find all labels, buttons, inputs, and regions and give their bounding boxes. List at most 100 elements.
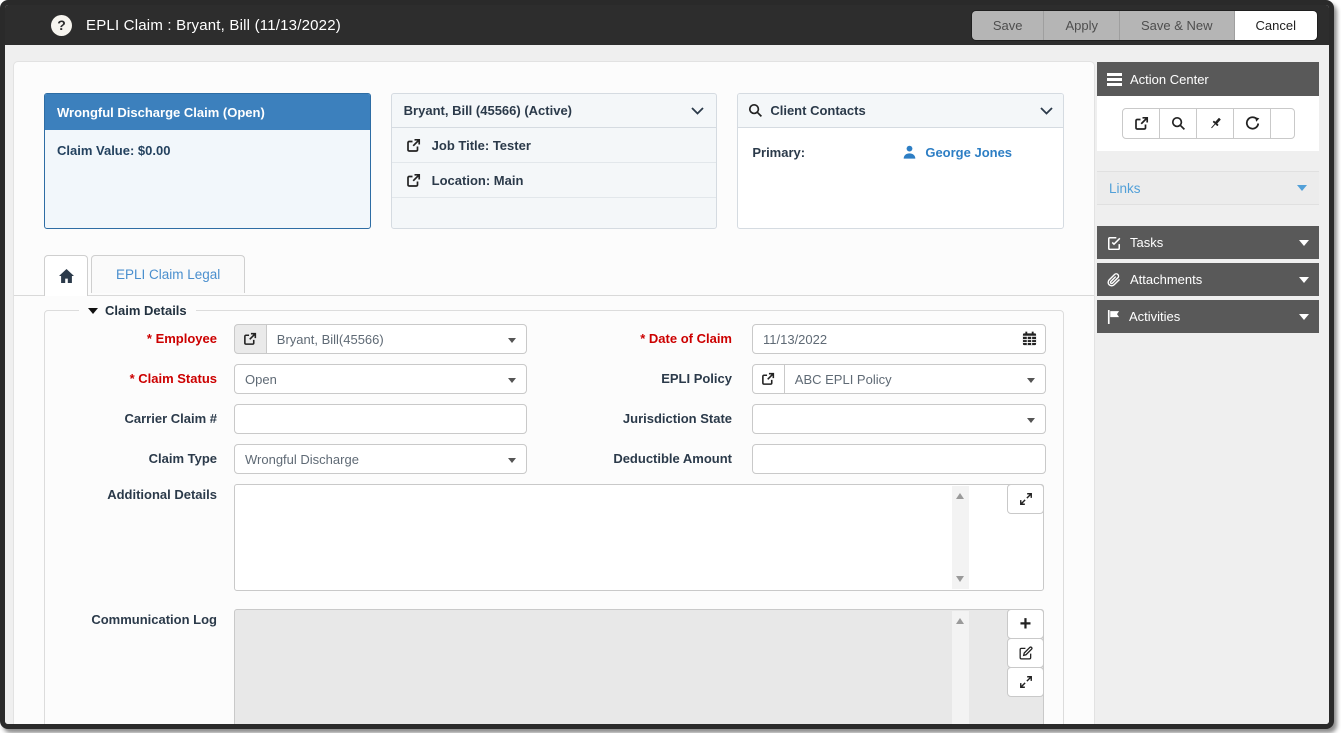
tab-home[interactable] <box>44 255 88 296</box>
titlebar: ? EPLI Claim : Bryant, Bill (11/13/2022)… <box>5 5 1329 45</box>
date-of-claim-label: * Date of Claim <box>640 331 732 346</box>
list-icon <box>1107 72 1122 86</box>
location-text: Location: Main <box>431 172 524 188</box>
deductible-amount-label: Deductible Amount <box>613 451 732 466</box>
save-and-new-button[interactable]: Save & New <box>1119 11 1235 40</box>
job-title-text: Job Title: Tester <box>431 137 531 153</box>
primary-contact-link[interactable]: George Jones <box>902 144 1012 160</box>
claim-summary-card: Wrongful Discharge Claim (Open) Claim Va… <box>44 93 371 229</box>
carrier-claim-label: Carrier Claim # <box>124 411 218 426</box>
communication-log-textarea: + <box>234 609 1044 724</box>
carrier-claim-input[interactable] <box>234 404 527 434</box>
flag-icon <box>1107 309 1120 324</box>
deductible-amount-input[interactable] <box>752 444 1046 474</box>
scroll-up-icon[interactable] <box>956 493 964 499</box>
action-center-header[interactable]: Action Center <box>1097 62 1319 96</box>
chevron-down-icon <box>1299 276 1309 283</box>
search-button[interactable] <box>1159 108 1197 139</box>
activities-section-header[interactable]: Activities <box>1097 300 1319 333</box>
cancel-button[interactable]: Cancel <box>1234 11 1317 40</box>
scroll-down-icon[interactable] <box>956 576 964 582</box>
epli-policy-label: EPLI Policy <box>661 371 732 386</box>
claim-type-value: Wrongful Discharge <box>245 451 359 467</box>
select-caret-icon <box>1027 378 1035 383</box>
claim-status-select[interactable]: Open <box>234 364 527 394</box>
job-title-row[interactable]: Job Title: Tester <box>391 128 717 163</box>
activities-label: Activities <box>1129 309 1181 324</box>
jurisdiction-state-label: Jurisdiction State <box>622 411 732 426</box>
page-body: Wrongful Discharge Claim (Open) Claim Va… <box>5 45 1329 724</box>
communication-log-edit-button[interactable] <box>1007 638 1044 668</box>
save-button[interactable]: Save <box>971 11 1045 40</box>
paperclip-icon <box>1107 272 1121 287</box>
vertical-scrollbar[interactable] <box>952 486 969 589</box>
collapse-caret-icon[interactable] <box>88 307 98 314</box>
form-row: Carrier Claim # Jurisdiction State <box>57 404 1063 434</box>
claim-type-select[interactable]: Wrongful Discharge <box>234 444 527 474</box>
claim-type-label: Claim Type <box>148 451 217 466</box>
employee-select[interactable]: Bryant, Bill(45566) <box>266 324 527 354</box>
employee-open-record-button[interactable] <box>234 324 267 354</box>
tasks-section-header[interactable]: Tasks <box>1097 226 1319 259</box>
primary-contact-row: Primary: George Jones <box>738 128 1063 176</box>
date-of-claim-input[interactable] <box>752 324 1046 354</box>
jurisdiction-state-select[interactable] <box>752 404 1046 434</box>
refresh-button[interactable] <box>1233 108 1271 139</box>
help-icon[interactable]: ? <box>51 14 72 36</box>
tab-underline <box>14 295 1094 296</box>
main-panel: Wrongful Discharge Claim (Open) Claim Va… <box>13 61 1095 724</box>
epli-policy-select[interactable]: ABC EPLI Policy <box>784 364 1046 394</box>
task-check-icon <box>1107 236 1121 250</box>
employee-label: * Employee <box>146 331 217 346</box>
communication-log-add-button[interactable]: + <box>1007 609 1044 639</box>
summary-cards: Wrongful Discharge Claim (Open) Claim Va… <box>44 93 1065 229</box>
home-icon <box>58 268 75 284</box>
form-row: Communication Log + <box>57 609 1063 724</box>
page-title: EPLI Claim : Bryant, Bill (11/13/2022) <box>86 16 341 34</box>
attachments-section-header[interactable]: Attachments <box>1097 263 1319 296</box>
person-icon <box>902 144 917 160</box>
form-row: Claim Type Wrongful Discharge Deductible… <box>57 444 1063 474</box>
external-link-icon[interactable] <box>406 173 421 188</box>
titlebar-actions: Save Apply Save & New Cancel <box>971 11 1317 40</box>
pin-button[interactable] <box>1196 108 1234 139</box>
claim-details-title: Claim Details <box>105 303 187 318</box>
communication-log-expand-button[interactable] <box>1007 667 1044 697</box>
additional-details-textarea[interactable] <box>234 484 1044 591</box>
links-section-header[interactable]: Links <box>1097 171 1319 205</box>
action-center-toolbar <box>1097 96 1319 151</box>
open-record-button[interactable] <box>1122 108 1160 139</box>
claim-summary-header[interactable]: Wrongful Discharge Claim (Open) <box>45 94 370 130</box>
client-contacts-header[interactable]: Client Contacts <box>738 94 1064 128</box>
action-center-sidebar: Action Center <box>1097 62 1319 337</box>
more-actions-button[interactable] <box>1270 108 1295 139</box>
additional-details-label: Additional Details <box>107 487 217 502</box>
epli-policy-value: ABC EPLI Policy <box>794 371 892 387</box>
additional-details-expand-button[interactable] <box>1007 484 1044 514</box>
vertical-scrollbar[interactable] <box>952 611 969 724</box>
epli-policy-open-record-button[interactable] <box>752 364 785 394</box>
claim-value-text: Claim Value: $0.00 <box>57 143 171 158</box>
calendar-icon[interactable] <box>1022 331 1037 346</box>
chevron-down-icon <box>1299 313 1309 320</box>
sidebar-spacer <box>1097 205 1319 226</box>
claim-details-section: Claim Details * Employee Bryant, Bill(45… <box>44 303 1064 724</box>
chevron-down-icon <box>1297 185 1307 191</box>
tab-epli-claim-legal[interactable]: EPLI Claim Legal <box>91 255 246 293</box>
employee-summary-header[interactable]: Bryant, Bill (45566) (Active) <box>391 94 717 128</box>
tasks-label: Tasks <box>1130 235 1164 250</box>
form-row: * Employee Bryant, Bill(45566) * <box>57 324 1063 354</box>
location-row[interactable]: Location: Main <box>391 163 717 198</box>
apply-button[interactable]: Apply <box>1044 11 1120 40</box>
chevron-down-icon[interactable] <box>1040 106 1053 115</box>
claim-details-legend[interactable]: Claim Details <box>79 303 196 318</box>
links-label: Links <box>1109 180 1141 196</box>
employee-summary-title: Bryant, Bill (45566) (Active) <box>403 103 573 118</box>
external-link-icon[interactable] <box>406 138 421 153</box>
scroll-up-icon[interactable] <box>956 618 964 624</box>
chevron-down-icon[interactable] <box>691 106 704 115</box>
client-contacts-title: Client Contacts <box>770 103 866 118</box>
primary-contact-label: Primary: <box>752 144 806 160</box>
employee-summary-card: Bryant, Bill (45566) (Active) Job Title:… <box>390 93 718 229</box>
